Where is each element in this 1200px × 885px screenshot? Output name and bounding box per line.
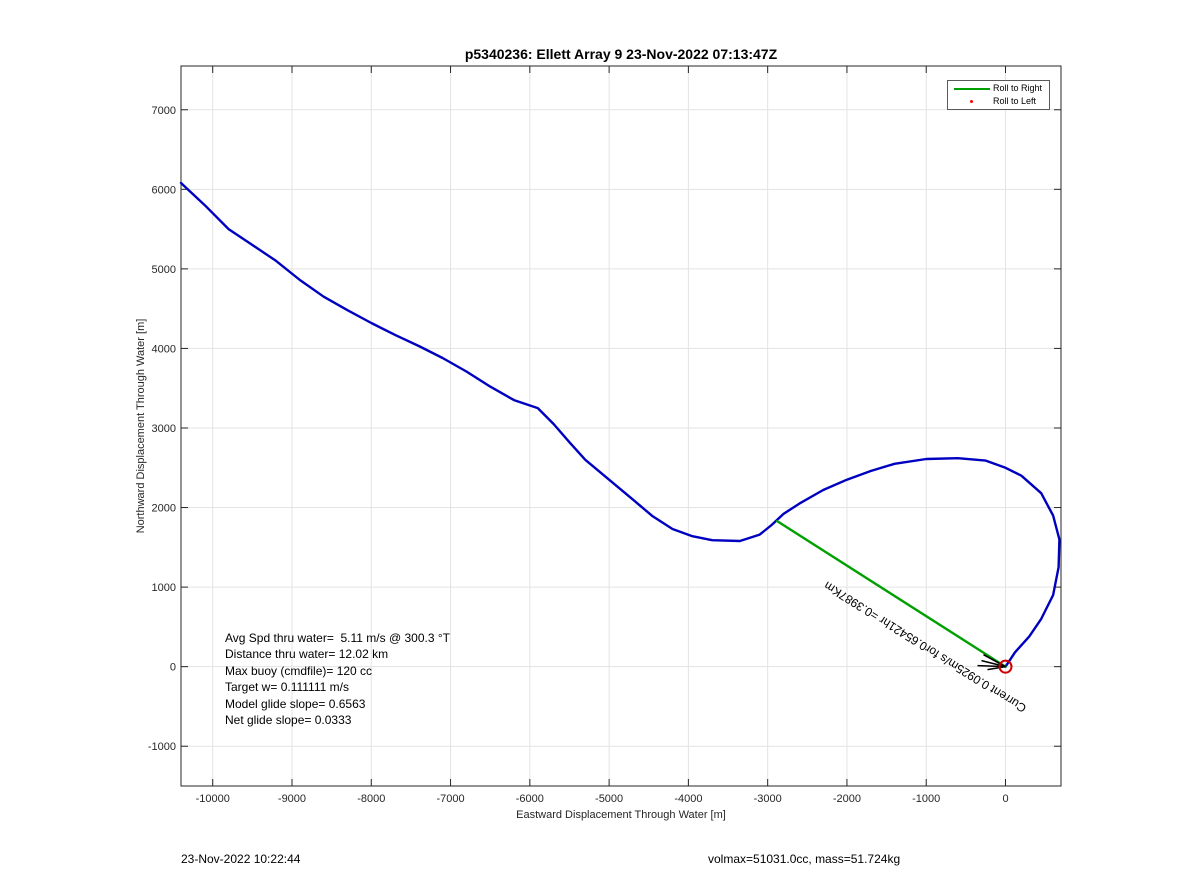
footer-timestamp: 23-Nov-2022 10:22:44 (181, 852, 301, 866)
end-position-marker (998, 659, 1013, 674)
x-axis-label: Eastward Displacement Through Water [m] (516, 809, 726, 821)
plot-frame (180, 65, 1062, 787)
legend-dot-swatch (970, 100, 973, 103)
y-tick-label: 2000 (152, 503, 176, 515)
legend-label-roll-left: Roll to Left (993, 96, 1037, 106)
current-annotation: Current 0.0925m/s for0.65421hr =0.3987Km (821, 579, 1028, 716)
stat-target-w: Target w= 0.111111 m/s (225, 680, 349, 695)
current-arrow-head (981, 659, 1006, 668)
x-tick-label: -1000 (912, 793, 940, 805)
footer-vol-mass: volmax=51031.0cc, mass=51.724kg (708, 852, 901, 866)
x-tick-label: -5000 (595, 793, 623, 805)
annotation-group: Current 0.0925m/s for0.65421hr =0.3987Km (821, 579, 1028, 716)
series-group (179, 181, 1061, 674)
x-tick-label: -7000 (436, 793, 464, 805)
y-tick-label: -1000 (148, 741, 176, 753)
glider-track-line (179, 181, 1061, 668)
y-tick-label: 5000 (152, 264, 176, 276)
y-tick-label: 3000 (152, 423, 176, 435)
stat-net-glide: Net glide slope= 0.0333 (225, 713, 352, 728)
y-tick-label: 6000 (152, 184, 176, 196)
x-tick-label: 0 (1002, 793, 1008, 805)
stat-max-buoy: Max buoy (cmdfile)= 120 cc (225, 663, 373, 678)
current-arrow-head (977, 664, 1006, 668)
x-tick-label: -3000 (754, 793, 782, 805)
stat-model-glide: Model glide slope= 0.6563 (225, 696, 366, 711)
stat-distance: Distance thru water= 12.02 km (225, 647, 389, 662)
chart-title: p5340236: Ellett Array 9 23-Nov-2022 07:… (464, 46, 778, 62)
legend-label-roll-right: Roll to Right (993, 83, 1043, 93)
current-arrow-head (987, 665, 1006, 671)
x-tick-label: -9000 (278, 793, 306, 805)
y-tick-label: 7000 (152, 105, 176, 117)
current-arrow-head (983, 654, 1006, 668)
axes: -10000 -9000 -8000 -7000 -6000 -5000 -4000 -300… (135, 65, 1062, 821)
stat-avg-speed: Avg Spd thru water= 5.11 m/s @ 300.3 °T (225, 631, 450, 645)
legend-entry-roll-right: Roll to Right (948, 83, 1049, 95)
x-tick-label: -6000 (516, 793, 544, 805)
x-tick-label: -10000 (196, 793, 230, 805)
y-tick-label: 1000 (152, 582, 176, 594)
current-vector-line (776, 519, 1007, 668)
y-axis-label: Northward Displacement Through Water [m] (135, 319, 147, 534)
y-tick-label: 0 (170, 662, 176, 674)
x-tick-label: -2000 (833, 793, 861, 805)
legend-line-swatch (954, 88, 990, 90)
x-tick-label: -4000 (674, 793, 702, 805)
y-tick-label: 4000 (152, 343, 176, 355)
x-tick-label: -8000 (357, 793, 385, 805)
legend-entry-roll-left: Roll to Left (948, 96, 1049, 108)
stats-block: Avg Spd thru water= 5.11 m/s @ 300.3 °T … (225, 630, 450, 728)
grid-lines (181, 66, 1061, 786)
legend: Roll to Right Roll to Left (947, 80, 1050, 110)
